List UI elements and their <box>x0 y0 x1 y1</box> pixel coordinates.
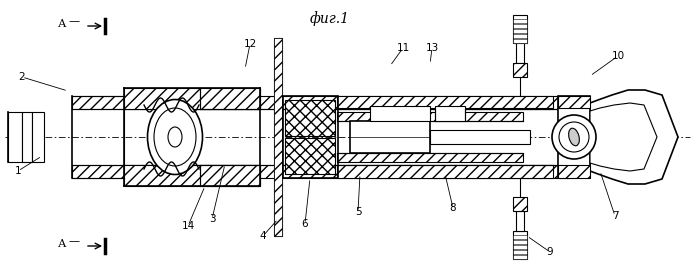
Text: 7: 7 <box>612 211 619 221</box>
Text: 5: 5 <box>354 207 361 217</box>
Bar <box>124 165 260 186</box>
Text: фиг.1: фиг.1 <box>310 12 350 26</box>
Bar <box>513 15 527 43</box>
Bar <box>8 112 22 162</box>
Bar <box>513 245 527 249</box>
Bar <box>558 96 570 178</box>
Bar <box>337 165 553 178</box>
Bar <box>337 153 523 162</box>
Text: А: А <box>58 239 66 249</box>
Text: 11: 11 <box>396 43 410 53</box>
Bar <box>283 96 338 178</box>
Text: А: А <box>58 19 66 29</box>
Text: 10: 10 <box>612 51 625 61</box>
Circle shape <box>552 115 596 159</box>
Bar <box>22 112 32 162</box>
Bar <box>337 112 523 121</box>
Text: 9: 9 <box>547 247 554 257</box>
Ellipse shape <box>168 127 182 147</box>
Bar <box>274 38 282 236</box>
Text: 13: 13 <box>426 43 439 53</box>
Bar <box>513 39 527 43</box>
Bar <box>513 63 527 77</box>
Bar <box>430 130 530 144</box>
Text: 12: 12 <box>243 39 257 49</box>
Bar <box>516 43 524 63</box>
Bar <box>274 38 282 236</box>
Bar <box>124 88 260 109</box>
Text: —: — <box>69 16 80 26</box>
Bar <box>435 106 465 121</box>
Bar <box>285 100 335 136</box>
Bar <box>513 19 527 23</box>
Ellipse shape <box>569 128 579 146</box>
Bar <box>513 197 527 211</box>
Ellipse shape <box>147 99 203 175</box>
Bar <box>200 88 260 109</box>
Text: 8: 8 <box>449 203 456 213</box>
Bar <box>124 96 558 109</box>
Bar <box>370 106 430 121</box>
Text: 14: 14 <box>181 221 194 231</box>
Bar <box>558 96 590 178</box>
Bar <box>558 165 590 178</box>
Text: 2: 2 <box>19 72 25 82</box>
Bar <box>200 165 260 186</box>
Text: 6: 6 <box>302 219 308 229</box>
Text: —: — <box>69 236 80 246</box>
Bar <box>513 250 527 254</box>
Bar <box>516 211 524 231</box>
Polygon shape <box>590 103 657 171</box>
Bar <box>513 255 527 259</box>
Bar <box>513 240 527 244</box>
Text: 1: 1 <box>15 166 21 176</box>
Text: 3: 3 <box>209 214 215 224</box>
Bar <box>72 165 124 178</box>
Text: 4: 4 <box>260 231 266 241</box>
Bar <box>513 231 527 259</box>
Bar <box>513 29 527 33</box>
Bar <box>32 112 44 162</box>
Polygon shape <box>590 90 678 184</box>
Circle shape <box>559 122 589 152</box>
Bar <box>513 24 527 28</box>
Bar <box>558 96 590 108</box>
Bar <box>513 34 527 38</box>
Bar <box>124 165 558 178</box>
Bar <box>72 96 124 109</box>
Bar <box>285 138 335 174</box>
Ellipse shape <box>154 108 196 166</box>
Bar <box>337 96 553 108</box>
Bar <box>350 121 430 153</box>
Bar <box>513 235 527 239</box>
